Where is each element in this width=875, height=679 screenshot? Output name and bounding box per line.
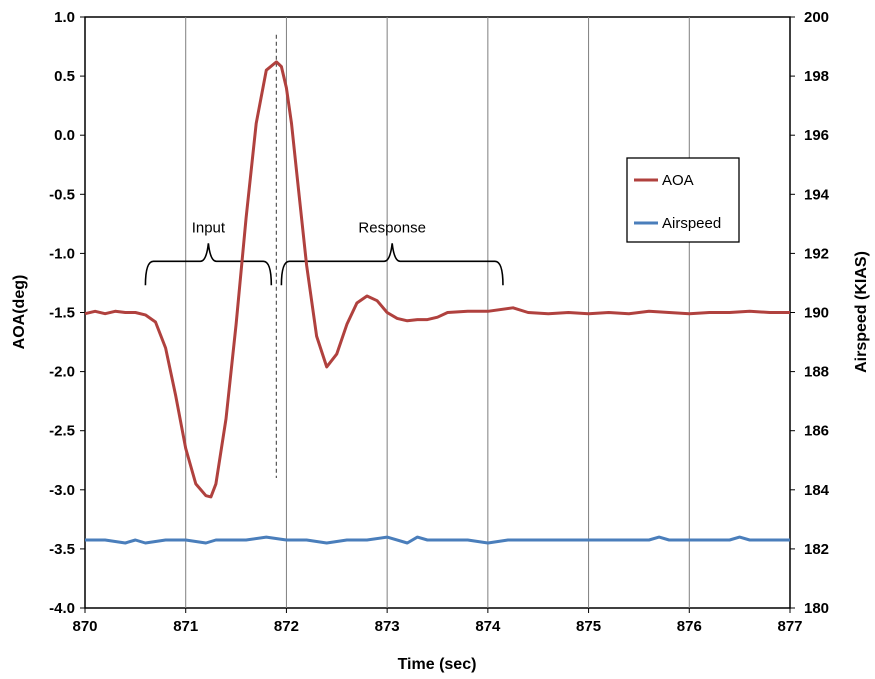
x-tick-label: 872 <box>274 618 299 635</box>
y-right-tick-label: 180 <box>804 600 829 617</box>
y-left-axis-title: AOA(deg) <box>11 275 28 350</box>
y-right-tick-label: 194 <box>804 186 830 203</box>
y-left-tick-label: -1.0 <box>49 245 75 262</box>
y-right-tick-label: 198 <box>804 68 829 85</box>
series-lines <box>84 60 790 545</box>
x-tick-label: 876 <box>677 618 702 635</box>
series-line-airspeed <box>85 535 790 545</box>
series-line-aoa <box>84 60 790 499</box>
legend-label-airspeed: Airspeed <box>662 215 721 232</box>
y-right-tick-label: 192 <box>804 245 829 262</box>
legend: AOA Airspeed <box>626 157 740 243</box>
y-left-tick-label: 0.0 <box>54 127 75 144</box>
y-right-axis-title: Airspeed (KIAS) <box>853 251 870 373</box>
y-left-tick-label: -1.5 <box>49 305 75 322</box>
y-left-tick-labels: 1.0 0.5 0.0 -0.5 -1.0 -1.5 -2.0 -2.5 -3.0 -3.5 -4.… <box>49 9 85 617</box>
x-tick-labels: 870 871 872 873 874 875 876 877 <box>72 608 803 635</box>
y-right-tick-label: 186 <box>804 423 829 440</box>
annotations: Input Response <box>144 34 504 478</box>
annotation-label: Response <box>358 219 426 236</box>
y-right-tick-labels: 200 198 196 194 192 190 188 186 184 182 180 <box>790 9 830 617</box>
x-tick-label: 873 <box>375 618 400 635</box>
y-left-tick-label: -3.5 <box>49 541 75 558</box>
y-left-tick-label: -4.0 <box>49 600 75 617</box>
annotation-brace <box>144 243 273 286</box>
x-tick-label: 871 <box>173 618 198 635</box>
y-left-tick-label: -2.0 <box>49 364 75 381</box>
x-tick-label: 877 <box>777 618 802 635</box>
legend-box <box>626 157 740 243</box>
y-right-tick-label: 182 <box>804 541 829 558</box>
y-right-tick-label: 196 <box>804 127 829 144</box>
y-left-tick-label: -3.0 <box>49 482 75 499</box>
y-right-tick-label: 190 <box>804 305 829 322</box>
x-tick-label: 870 <box>72 618 97 635</box>
x-axis-title: Time (sec) <box>398 656 477 673</box>
annotation-brace <box>280 243 504 286</box>
y-right-tick-label: 200 <box>804 9 829 26</box>
legend-label-aoa: AOA <box>662 172 694 189</box>
x-tick-label: 874 <box>475 618 501 635</box>
y-right-tick-label: 188 <box>804 364 829 381</box>
y-left-tick-label: 1.0 <box>54 9 75 26</box>
y-left-tick-label: -0.5 <box>49 186 75 203</box>
y-left-tick-label: 0.5 <box>54 68 75 85</box>
y-left-tick-label: -2.5 <box>49 423 75 440</box>
x-tick-label: 875 <box>576 618 601 635</box>
annotation-label: Input <box>192 219 226 236</box>
y-right-tick-label: 184 <box>804 482 830 499</box>
